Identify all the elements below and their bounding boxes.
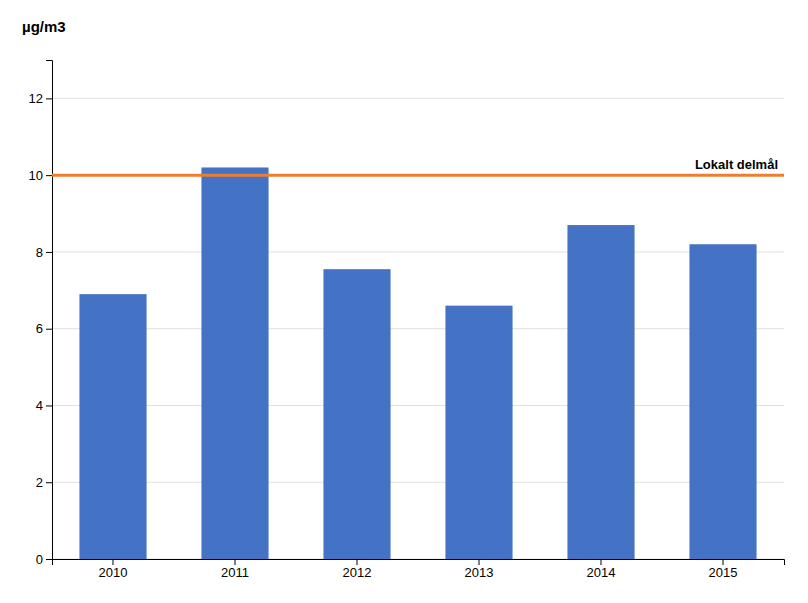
x-tick-label: 2015 bbox=[709, 565, 738, 580]
x-tick-mark bbox=[357, 559, 358, 565]
bar bbox=[445, 306, 512, 559]
y-tick-mark bbox=[46, 98, 52, 99]
y-tick-label: 6 bbox=[36, 321, 43, 336]
y-tick-label: 10 bbox=[29, 168, 43, 183]
x-tick-label: 2013 bbox=[465, 565, 494, 580]
x-tick: 2015 bbox=[709, 559, 738, 580]
y-axis-title: µg/m3 bbox=[22, 18, 66, 35]
grid-line bbox=[52, 251, 784, 252]
grid bbox=[52, 98, 784, 559]
y-tick-label: 4 bbox=[36, 398, 43, 413]
y-tick-mark bbox=[46, 175, 52, 176]
x-tick: 2012 bbox=[343, 559, 372, 580]
y-tick-mark bbox=[46, 559, 52, 560]
reference-label: Lokalt delmål bbox=[695, 157, 778, 172]
x-tick-mark bbox=[723, 559, 724, 565]
y-tick-label: 12 bbox=[29, 91, 43, 106]
bar bbox=[79, 294, 146, 559]
y-tick-label: 2 bbox=[36, 475, 43, 490]
x-tick-label: 2010 bbox=[99, 565, 128, 580]
bar bbox=[689, 244, 756, 559]
y-tick: 0 bbox=[36, 552, 52, 567]
bar bbox=[323, 269, 390, 559]
grid-line bbox=[52, 328, 784, 329]
x-tick: 2010 bbox=[99, 559, 128, 580]
marks bbox=[52, 167, 784, 559]
grid-line bbox=[52, 405, 784, 406]
x-tick-mark bbox=[113, 559, 114, 565]
y-tick-mark bbox=[46, 405, 52, 406]
grid-line bbox=[52, 175, 784, 176]
reference-line bbox=[52, 174, 784, 177]
bar bbox=[201, 167, 268, 559]
y-tick: 10 bbox=[29, 168, 52, 183]
x-tick-mark bbox=[479, 559, 480, 565]
x-tick-label: 2011 bbox=[221, 565, 249, 580]
grid-line bbox=[52, 482, 784, 483]
y-axis-line bbox=[46, 61, 53, 560]
bar bbox=[567, 225, 634, 559]
y-tick-mark bbox=[46, 329, 52, 330]
y-tick: 12 bbox=[29, 91, 52, 106]
y-tick-label: 0 bbox=[36, 552, 43, 567]
x-axis-line bbox=[53, 560, 785, 566]
x-tick: 2014 bbox=[587, 559, 616, 580]
y-tick: 8 bbox=[36, 245, 52, 260]
x-tick: 2011 bbox=[221, 559, 249, 580]
plot: 0 2 4 6 8 10 12 2010 2011 2012 2013 2014 2015 Lokalt … bbox=[29, 61, 785, 581]
x-tick-label: 2012 bbox=[343, 565, 372, 580]
x-tick-mark bbox=[235, 559, 236, 565]
y-tick-mark bbox=[46, 252, 52, 253]
x-axis: 2010 2011 2012 2013 2014 2015 bbox=[53, 559, 785, 580]
y-tick: 4 bbox=[36, 398, 52, 413]
y-axis: 0 2 4 6 8 10 12 bbox=[29, 61, 53, 567]
x-tick-mark bbox=[601, 559, 602, 565]
y-tick: 6 bbox=[36, 321, 52, 336]
y-tick-label: 8 bbox=[36, 245, 43, 260]
chart: 0 2 4 6 8 10 12 2010 2011 2012 2013 2014 2015 Lokalt … bbox=[0, 0, 808, 603]
y-tick-mark bbox=[46, 482, 52, 483]
x-tick-label: 2014 bbox=[587, 565, 616, 580]
grid-line bbox=[52, 98, 784, 99]
y-tick: 2 bbox=[36, 475, 52, 490]
x-tick: 2013 bbox=[465, 559, 494, 580]
